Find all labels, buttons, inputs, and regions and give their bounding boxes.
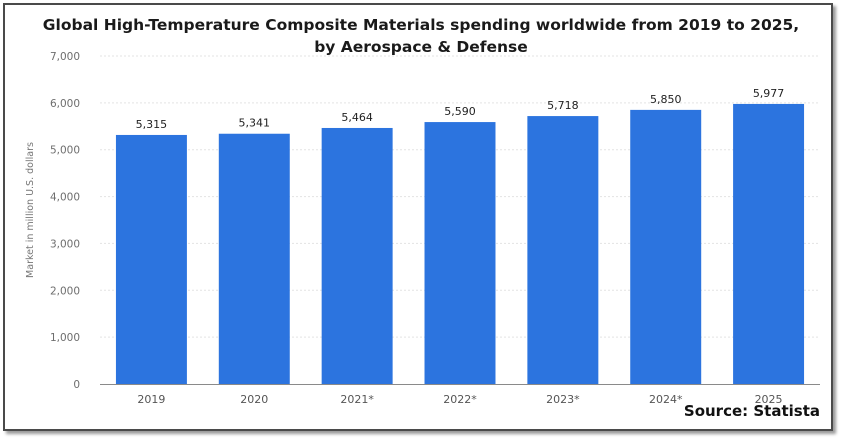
- bar: [321, 127, 393, 385]
- y-axis-ticks: 0 1,000 2,000 3,000 4,000 5,000 6,000 7,000: [50, 51, 80, 391]
- bar: [115, 134, 187, 384]
- x-tick-label: 2023*: [546, 393, 580, 406]
- bar: [527, 116, 599, 384]
- x-tick-label: 2020: [240, 393, 268, 406]
- bar-value-label: 5,341: [239, 117, 271, 130]
- bar-value-label: 5,590: [444, 105, 476, 118]
- source-note: Source: Statista: [683, 402, 820, 420]
- chart-title-line-1: Global High-Temperature Composite Materi…: [42, 16, 800, 34]
- chart-title-line-2: by Aerospace & Defense: [314, 38, 528, 56]
- y-tick-label: 0: [73, 379, 80, 391]
- value-labels: 5,315 5,341 5,464 5,590 5,718 5,850 5,977: [136, 87, 785, 131]
- y-tick-label: 3,000: [50, 238, 80, 250]
- x-tick-label: 2019: [137, 393, 165, 406]
- bars: [115, 103, 805, 385]
- bar-value-label: 5,850: [650, 93, 682, 106]
- bar-value-label: 5,977: [753, 87, 785, 100]
- y-axis-label: Market in million U.S. dollars: [25, 142, 36, 278]
- bar: [424, 122, 496, 384]
- x-tick-label: 2022*: [443, 393, 477, 406]
- y-tick-label: 5,000: [50, 145, 80, 157]
- x-tick-label: 2021*: [340, 393, 374, 406]
- chart-title: Global High-Temperature Composite Materi…: [0, 14, 842, 58]
- y-tick-label: 2,000: [50, 285, 80, 297]
- bar: [733, 103, 805, 384]
- bar: [218, 133, 290, 384]
- bar-value-label: 5,315: [136, 118, 168, 131]
- y-tick-label: 1,000: [50, 332, 80, 344]
- bar-value-label: 5,718: [547, 99, 579, 112]
- x-axis-ticks: 2019 2020 2021* 2022* 2023* 2024* 2025: [137, 393, 782, 406]
- bar: [630, 109, 702, 384]
- y-tick-label: 4,000: [50, 192, 80, 204]
- y-tick-label: 7,000: [50, 51, 80, 63]
- x-tick-label: 2024*: [649, 393, 683, 406]
- bar-value-label: 5,464: [341, 111, 373, 124]
- x-tick-label: 2025: [755, 393, 783, 406]
- y-tick-label: 6,000: [50, 98, 80, 110]
